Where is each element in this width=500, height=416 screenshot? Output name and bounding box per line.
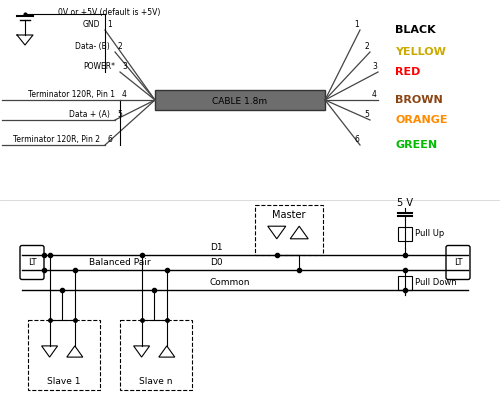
FancyBboxPatch shape	[20, 245, 44, 280]
Text: YELLOW: YELLOW	[395, 47, 446, 57]
Text: 6: 6	[354, 135, 359, 144]
Text: Data + (A): Data + (A)	[69, 110, 110, 119]
FancyBboxPatch shape	[446, 245, 470, 280]
Text: GND: GND	[82, 20, 100, 29]
Text: 4: 4	[372, 90, 377, 99]
Text: 1: 1	[107, 20, 112, 29]
Text: 2: 2	[364, 42, 369, 51]
Text: Pull Up: Pull Up	[415, 230, 444, 238]
Text: CABLE 1.8m: CABLE 1.8m	[212, 97, 268, 106]
Text: 5: 5	[364, 110, 369, 119]
Bar	[398, 227, 412, 241]
Text: 4: 4	[122, 90, 127, 99]
Text: Slave n: Slave n	[139, 377, 173, 386]
Text: 2: 2	[117, 42, 122, 51]
Text: D0: D0	[210, 258, 222, 267]
Text: 5 V: 5 V	[397, 198, 413, 208]
Text: Master: Master	[272, 210, 306, 220]
Text: 1: 1	[354, 20, 359, 29]
Text: Balanced Pair: Balanced Pair	[89, 258, 151, 267]
Text: 3: 3	[122, 62, 127, 71]
Text: LT: LT	[28, 258, 36, 267]
Text: Terminator 120R, Pin 1: Terminator 120R, Pin 1	[28, 90, 115, 99]
Text: D1: D1	[210, 243, 222, 252]
Text: BROWN: BROWN	[395, 95, 443, 105]
Text: Slave 1: Slave 1	[47, 377, 81, 386]
Text: Data- (B): Data- (B)	[75, 42, 110, 51]
Text: Pull Down: Pull Down	[415, 278, 457, 287]
Text: Terminator 120R, Pin 2: Terminator 120R, Pin 2	[13, 135, 100, 144]
Text: 5: 5	[117, 110, 122, 119]
Text: Common: Common	[210, 278, 250, 287]
Bar	[155, 90, 325, 110]
Text: 3: 3	[372, 62, 377, 71]
Text: ORANGE: ORANGE	[395, 115, 448, 125]
Text: 6: 6	[107, 135, 112, 144]
Text: RED: RED	[395, 67, 420, 77]
Text: POWER*: POWER*	[83, 62, 115, 71]
Text: 0V or +5V (default is +5V): 0V or +5V (default is +5V)	[58, 8, 160, 17]
Text: LT: LT	[454, 258, 462, 267]
Bar	[398, 275, 412, 290]
Text: GREEN: GREEN	[395, 140, 437, 150]
Text: BLACK: BLACK	[395, 25, 436, 35]
